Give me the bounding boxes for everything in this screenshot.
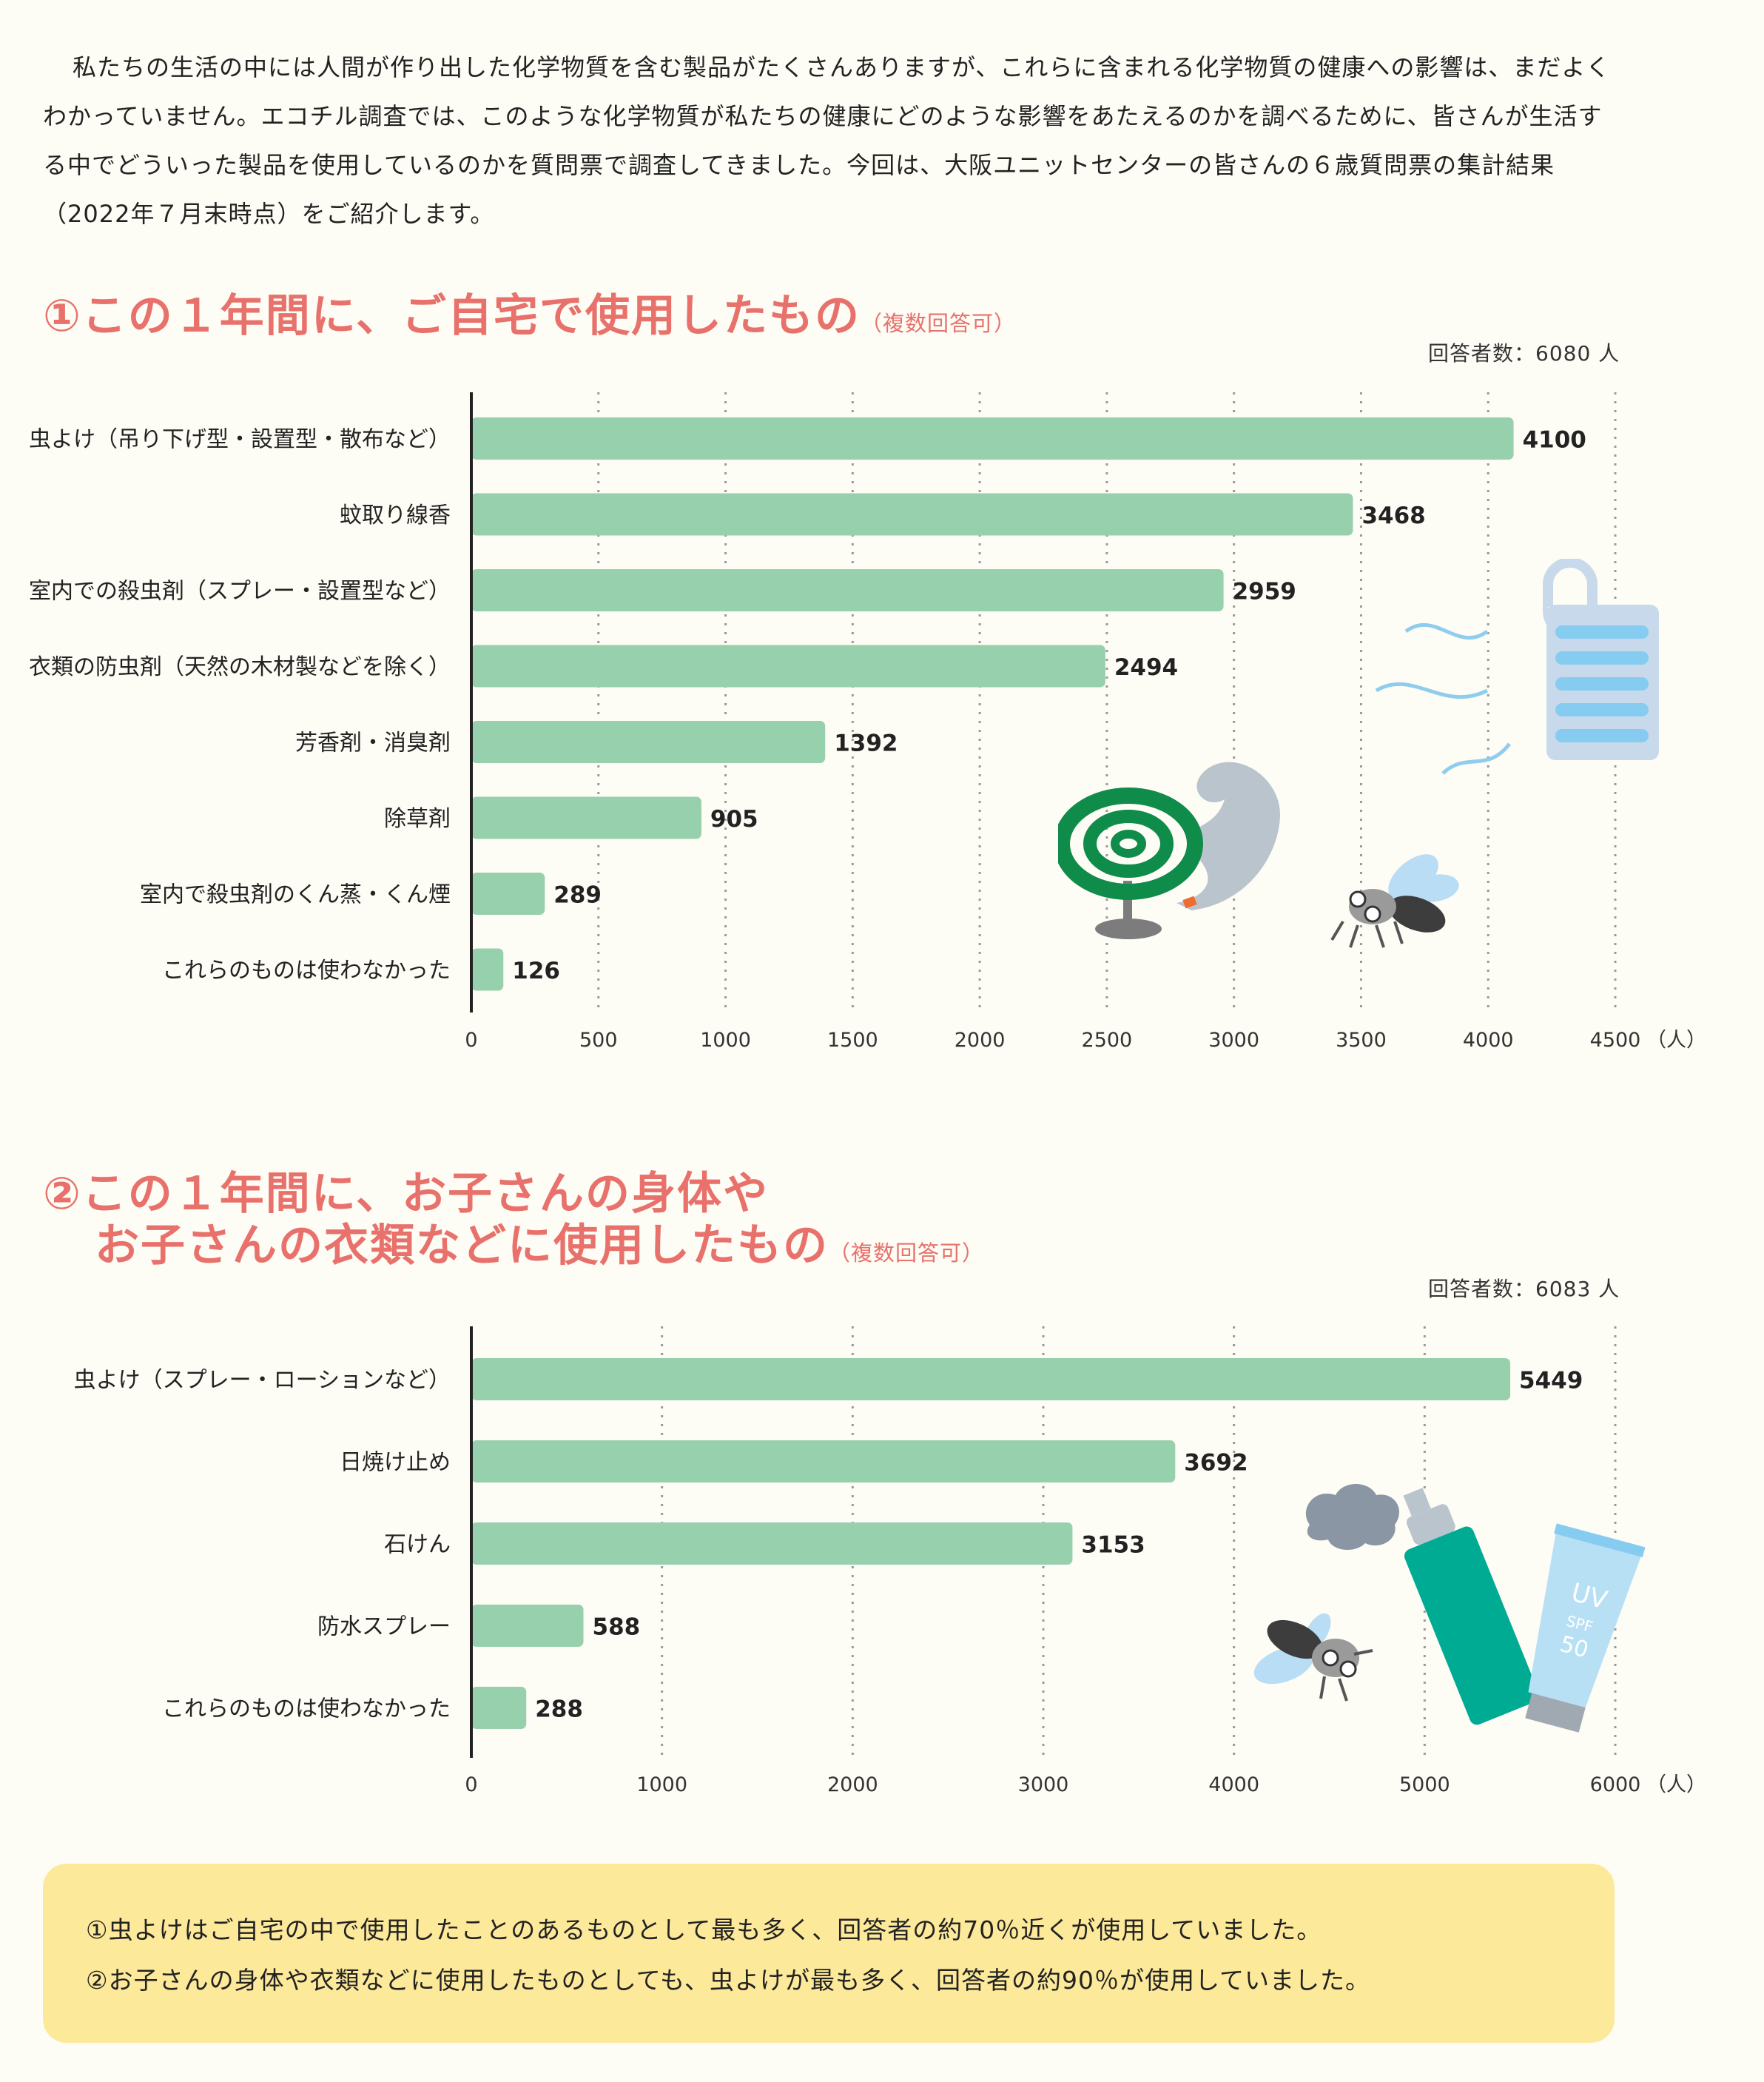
bar xyxy=(471,493,1353,536)
bar xyxy=(471,1522,1073,1565)
x-tick-label: 3000 xyxy=(1208,1029,1259,1052)
section1-note: （複数回答可） xyxy=(861,311,1017,336)
intro-paragraph: 私たちの生活の中には人間が作り出した化学物質を含む製品がたくさんありますが、これ… xyxy=(43,53,1611,228)
chart-home-use: 0 500 1000 1500 2000 2500 3000 3500 4000 4500 （人） 虫… xyxy=(29,392,1706,1052)
smoke-icon xyxy=(1176,762,1280,910)
bar xyxy=(471,796,701,839)
bar xyxy=(471,1687,527,1729)
data-label: 588 xyxy=(593,1614,641,1641)
x-tick-label: 1000 xyxy=(700,1029,751,1052)
category-label: これらのものは使わなかった xyxy=(162,958,451,984)
spray-cloud-icon xyxy=(1305,1484,1399,1551)
x-unit-label: （人） xyxy=(1646,1773,1706,1796)
section2-title: ②この１年間に、お子さんの身体や お子さんの衣類などに使用したもの（複数回答可） xyxy=(43,1168,984,1279)
mosquito-coil-icon xyxy=(1058,762,1280,939)
data-label: 3468 xyxy=(1361,503,1425,529)
bar xyxy=(471,569,1224,611)
bar xyxy=(471,873,545,915)
category-label: 虫よけ（吊り下げ型・設置型・散布など） xyxy=(29,427,451,453)
insect-repellent-hanger-icon xyxy=(1375,559,1659,775)
category-label: 除草剤 xyxy=(384,806,451,832)
category-label: 防水スプレー xyxy=(317,1614,451,1640)
summary-box: ①虫よけはご自宅の中で使用したことのあるものとして最も多く、回答者の約70％近く… xyxy=(43,1864,1615,2043)
category-label: 日焼け止め xyxy=(340,1450,451,1476)
category-label: 石けん xyxy=(384,1532,451,1558)
category-label: これらのものは使わなかった xyxy=(162,1696,451,1722)
bar xyxy=(471,1440,1176,1482)
x-tick-label: 5000 xyxy=(1399,1773,1450,1796)
data-label: 2959 xyxy=(1233,579,1296,605)
summary-line-1: ①虫よけはご自宅の中で使用したことのあるものとして最も多く、回答者の約70％近く… xyxy=(86,1915,1322,1944)
bar xyxy=(471,417,1514,460)
section2-title-line2: お子さんの衣類などに使用したもの xyxy=(95,1220,829,1272)
data-label: 3692 xyxy=(1184,1450,1248,1477)
x-tick-label: 6000 xyxy=(1590,1773,1641,1796)
spray-can-icon: UV SPF 50 xyxy=(1305,1484,1646,1733)
section2-respondents: 回答者数：6083 人 xyxy=(1428,1277,1620,1301)
x-tick-label: 4000 xyxy=(1208,1773,1259,1796)
section1-title: ①この１年間に、ご自宅で使用したもの（複数回答可） xyxy=(43,290,1016,349)
category-label: 室内で殺虫剤のくん蒸・くん煙 xyxy=(140,882,451,908)
x-unit-label: （人） xyxy=(1646,1029,1706,1052)
x-tick-label: 4500 xyxy=(1590,1029,1641,1052)
section2-note: （複数回答可） xyxy=(829,1240,985,1266)
x-tick-label: 0 xyxy=(465,1029,477,1052)
x-tick-label: 0 xyxy=(465,1773,477,1796)
category-label: 室内での殺虫剤（スプレー・設置型など） xyxy=(29,579,451,605)
bar xyxy=(471,948,504,991)
x-tick-label: 500 xyxy=(579,1029,618,1052)
intro-text: 私たちの生活の中には人間が作り出した化学物質を含む製品がたくさんありますが、これ… xyxy=(43,43,1626,238)
bar xyxy=(471,1605,584,1647)
x-tick-label: 1500 xyxy=(827,1029,878,1052)
x-tick-label: 3500 xyxy=(1336,1029,1387,1052)
x-tick-label: 4000 xyxy=(1463,1029,1514,1052)
data-label: 289 xyxy=(553,882,602,909)
dead-mosquito-icon xyxy=(1330,854,1459,948)
data-label: 5449 xyxy=(1519,1368,1583,1394)
category-label: 蚊取り線香 xyxy=(340,503,451,528)
bar xyxy=(471,1358,1511,1400)
data-label: 905 xyxy=(710,806,758,833)
x-tick-label: 2000 xyxy=(955,1029,1006,1052)
category-label: 芳香剤・消臭剤 xyxy=(295,731,451,756)
summary-line-2: ②お子さんの身体や衣類などに使用したものとしても、虫よけが最も多く、回答者の約9… xyxy=(86,1966,1370,1995)
bar xyxy=(471,721,826,763)
section2-title-line1: ②この１年間に、お子さんの身体や xyxy=(43,1168,769,1220)
category-label: 衣類の防虫剤（天然の木材製などを除く） xyxy=(29,654,451,680)
data-label: 2494 xyxy=(1114,654,1178,681)
x-tick-label: 2500 xyxy=(1082,1029,1133,1052)
chart-child-use: 0 1000 2000 3000 4000 5000 6000 （人） 虫よけ（スプレー・ローシ… xyxy=(74,1326,1706,1796)
section1-title-text: ①この１年間に、ご自宅で使用したもの xyxy=(43,290,861,342)
data-label: 288 xyxy=(535,1696,583,1723)
category-label: 虫よけ（スプレー・ローションなど） xyxy=(74,1368,451,1394)
data-label: 126 xyxy=(512,958,560,984)
bar xyxy=(471,645,1105,688)
dead-mosquito-icon-2 xyxy=(1253,1613,1373,1702)
x-tick-label: 2000 xyxy=(827,1773,878,1796)
data-label: 1392 xyxy=(834,731,898,757)
x-tick-label: 1000 xyxy=(636,1773,687,1796)
section1-respondents: 回答者数：6080 人 xyxy=(1428,341,1620,366)
x-tick-label: 3000 xyxy=(1018,1773,1069,1796)
data-label: 3153 xyxy=(1081,1532,1145,1559)
data-label: 4100 xyxy=(1523,427,1586,454)
